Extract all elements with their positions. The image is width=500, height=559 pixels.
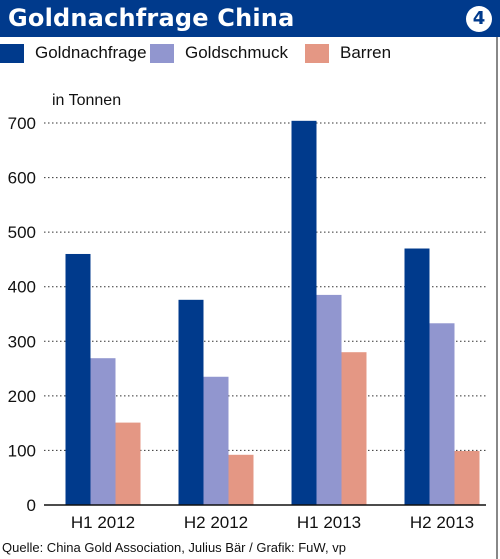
y-tick-label: 0 <box>27 496 36 515</box>
legend-label-goldnachfrage: Goldnachfrage <box>35 43 147 62</box>
bar-goldnachfrage-h2-2012 <box>178 299 204 505</box>
source-note: Quelle: China Gold Association, Julius B… <box>2 540 346 555</box>
y-tick-label: 500 <box>8 223 36 242</box>
y-tick-label: 600 <box>8 169 36 188</box>
legend: Goldnachfrage Goldschmuck Barren <box>0 40 500 66</box>
legend-swatch-barren <box>305 43 329 63</box>
bar-goldschmuck-h2-2012 <box>203 376 229 505</box>
bar-goldschmuck-h2-2013 <box>429 323 455 505</box>
y-tick-label: 300 <box>8 332 36 351</box>
x-tick-label: H1 2013 <box>297 513 361 532</box>
legend-item-barren: Barren <box>305 40 391 66</box>
legend-swatch-goldnachfrage <box>0 43 24 63</box>
x-tick-labels: H1 2012 H2 2012 H1 2013 H2 2013 <box>71 513 474 532</box>
y-tick-label: 400 <box>8 278 36 297</box>
bar-barren-h1-2012 <box>115 422 141 505</box>
bar-goldschmuck-h1-2013 <box>316 294 342 505</box>
y-tick-labels: 0 100 200 300 400 500 600 700 <box>8 114 36 515</box>
bars <box>65 120 480 506</box>
y-tick-label: 100 <box>8 441 36 460</box>
y-tick-label: 700 <box>8 114 36 133</box>
chart-title: Goldnachfrage China <box>8 4 295 32</box>
bar-barren-h2-2012 <box>228 454 254 505</box>
bar-barren-h2-2013 <box>454 450 480 505</box>
y-tick-label: 200 <box>8 387 36 406</box>
x-tick-label: H2 2013 <box>410 513 474 532</box>
legend-label-barren: Barren <box>340 43 392 62</box>
x-tick-label: H2 2012 <box>184 513 248 532</box>
bar-goldschmuck-h1-2012 <box>90 358 116 505</box>
x-tick-label: H1 2012 <box>71 513 135 532</box>
legend-item-goldschmuck: Goldschmuck <box>150 40 288 66</box>
legend-swatch-goldschmuck <box>150 43 174 63</box>
bar-goldnachfrage-h1-2013 <box>291 120 317 506</box>
bar-goldnachfrage-h2-2013 <box>404 248 430 505</box>
bar-barren-h1-2013 <box>341 352 367 505</box>
chart-number-badge: 4 <box>466 6 492 32</box>
y-axis-label: in Tonnen <box>52 92 121 109</box>
legend-label-goldschmuck: Goldschmuck <box>185 43 288 62</box>
bar-goldnachfrage-h1-2012 <box>65 253 91 505</box>
legend-item-goldnachfrage: Goldnachfrage <box>0 40 147 66</box>
chart-header: Goldnachfrage China 4 <box>0 0 500 37</box>
